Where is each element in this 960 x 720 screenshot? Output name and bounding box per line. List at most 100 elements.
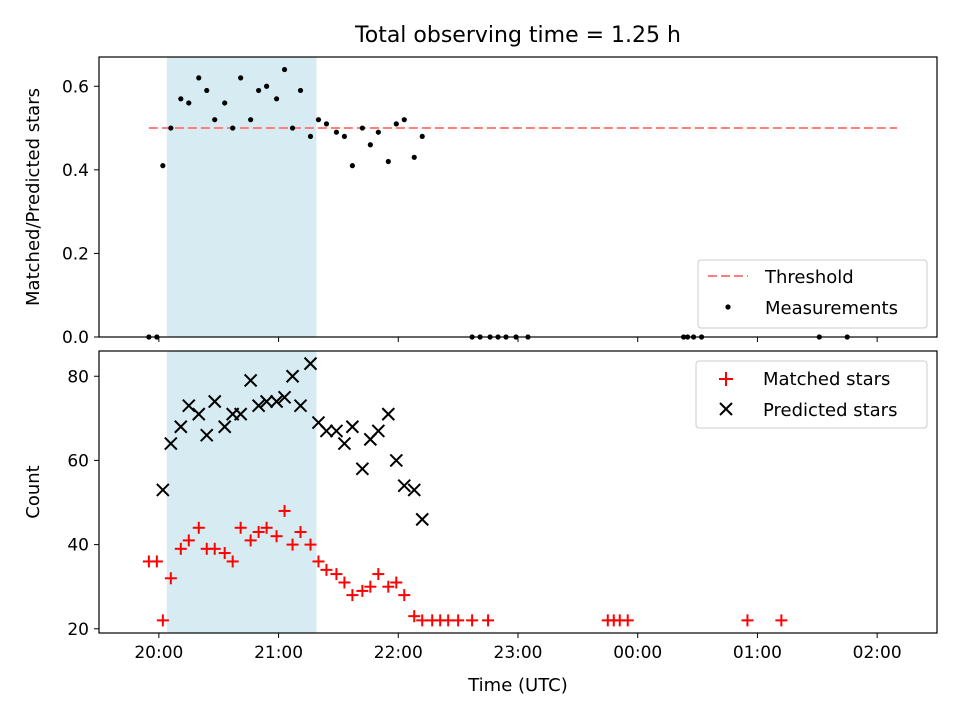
matched-star-point	[182, 534, 195, 547]
matched-star-point	[304, 538, 317, 551]
y-tick-label: 40	[67, 536, 89, 556]
measurement-point	[178, 96, 184, 102]
matched-star-point	[346, 589, 359, 602]
matched-star-point	[364, 580, 377, 593]
predicted-star-point	[164, 436, 178, 451]
predicted-star-point	[243, 373, 258, 388]
measurement-point	[248, 117, 254, 123]
top-legend: Threshold Measurements	[697, 259, 928, 329]
x-tick-label: 22:00	[374, 643, 423, 663]
measurement-point	[315, 117, 322, 123]
matched-star-point	[382, 580, 395, 593]
bottom-observing-window	[166, 351, 317, 633]
legend-matched-label: Matched stars	[763, 369, 890, 390]
measurement-point	[289, 125, 296, 131]
measurement-point	[323, 121, 330, 127]
y-tick-label: 80	[67, 367, 89, 387]
matched-star-point	[286, 538, 299, 551]
bottom-legend: Matched stars Predicted stars	[695, 360, 928, 429]
matched-star-point	[156, 614, 169, 627]
bottom-legend-box	[695, 360, 928, 429]
predicted-star-point	[355, 462, 370, 476]
predicted-star-point	[156, 483, 170, 497]
measurement-point	[367, 142, 373, 148]
predicted-star-point	[217, 420, 232, 434]
bottom-ylabel: Count	[23, 465, 44, 518]
matched-star-point	[398, 589, 411, 602]
predicted-star-point	[293, 399, 308, 413]
measurement-point	[168, 125, 174, 131]
measurement-point	[341, 133, 348, 140]
measurement-point	[411, 154, 417, 160]
predicted-star-point	[415, 512, 429, 527]
predicted-star-point	[174, 420, 188, 434]
matched-star-point	[208, 542, 221, 555]
matched-star-point	[150, 555, 163, 568]
legend-predicted-swatch	[719, 402, 733, 416]
legend-predicted-label: Predicted stars	[763, 400, 897, 421]
predicted-star-point	[208, 394, 222, 409]
matched-star-point	[218, 547, 231, 560]
predicted-star-point	[277, 390, 292, 405]
measurement-point	[222, 100, 228, 106]
predicted-star-point	[319, 424, 334, 438]
matched-star-point	[621, 614, 634, 627]
matched-star-point	[452, 614, 465, 627]
measurement-point	[264, 83, 270, 89]
predicted-star-point	[192, 407, 206, 421]
matched-star-point	[466, 614, 479, 627]
y-tick-label: 60	[67, 451, 89, 471]
measurement-point	[281, 66, 288, 73]
matched-star-point	[741, 614, 754, 627]
legend-threshold-label: Threshold	[764, 267, 854, 288]
matched-star-point	[482, 614, 495, 627]
x-tick-label: 23:00	[494, 643, 543, 663]
predicted-star-point	[389, 453, 403, 468]
figure-title: Total observing time = 1.25 h	[354, 23, 681, 48]
matched-star-point	[270, 530, 283, 543]
matched-star-point	[174, 542, 187, 555]
measurement-point	[186, 100, 192, 106]
legend-matched-swatch	[719, 372, 733, 386]
measurement-point	[419, 133, 425, 140]
y-tick-label: 20	[67, 620, 89, 640]
top-panel: 0.0 0.2 0.4 0.6 Matched/Predicted stars Thr…	[23, 56, 938, 348]
y-tick-label: 0.0	[62, 328, 89, 348]
measurement-point	[375, 129, 381, 135]
predicted-star-point	[269, 394, 284, 409]
matched-star-point	[408, 610, 421, 623]
predicted-star-point	[182, 399, 196, 413]
measurement-point	[212, 117, 218, 123]
xlabel: Time (UTC)	[467, 675, 568, 696]
measurement-point	[333, 129, 340, 135]
predicted-star-point	[251, 399, 266, 413]
matched-star-point	[330, 568, 343, 581]
predicted-star-point	[259, 394, 274, 409]
y-tick-label: 0.4	[62, 161, 89, 181]
measurement-point	[230, 125, 236, 131]
matched-star-point	[260, 521, 273, 534]
predicted-star-point	[345, 420, 360, 434]
top-legend-box	[697, 259, 928, 329]
matched-star-point	[356, 584, 369, 597]
matched-star-point	[278, 504, 291, 517]
matched-star-point	[372, 568, 385, 581]
bottom-panel: 20 40 60 80 20:00 21:00 22:00 23:00 00:00 01:00 0…	[23, 350, 938, 696]
predicted-star-point	[337, 436, 352, 451]
predicted-star-point	[397, 478, 411, 493]
top-ylabel: Matched/Predicted stars	[23, 88, 44, 306]
matched-star-point	[320, 563, 333, 576]
x-tick-label: 21:00	[254, 643, 303, 663]
predicted-star-point	[233, 407, 248, 421]
y-tick-label: 0.2	[62, 244, 89, 264]
measurement-point	[307, 133, 314, 140]
measurement-point	[359, 125, 365, 131]
x-tick-label: 00:00	[613, 643, 662, 663]
legend-measurements-swatch	[725, 304, 731, 310]
predicted-star-point	[329, 424, 344, 438]
predicted-star-point	[407, 483, 421, 497]
matched-star-point	[226, 555, 239, 568]
measurement-point	[385, 158, 391, 165]
matched-star-point	[338, 576, 351, 589]
